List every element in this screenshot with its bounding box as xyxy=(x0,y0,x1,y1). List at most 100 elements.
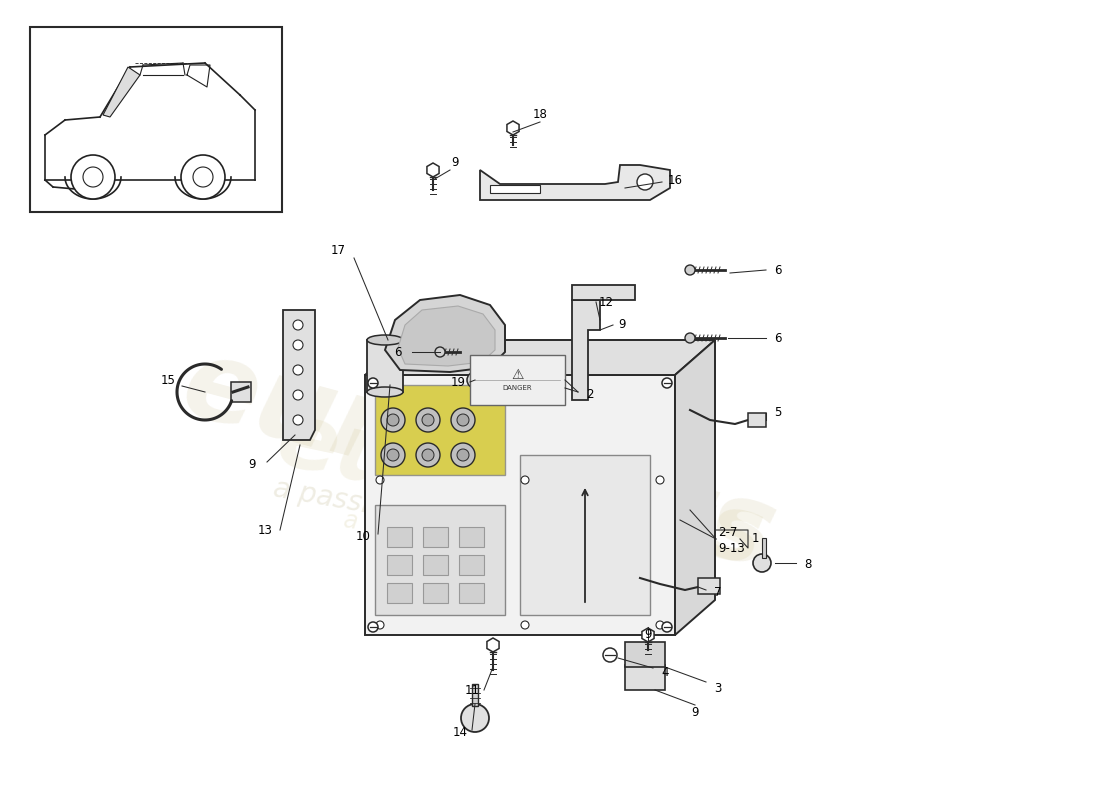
Text: 2-7: 2-7 xyxy=(718,526,737,538)
Circle shape xyxy=(461,704,490,732)
Circle shape xyxy=(656,621,664,629)
Text: ⚠: ⚠ xyxy=(512,368,524,382)
Text: 10: 10 xyxy=(355,530,371,542)
Circle shape xyxy=(192,167,213,187)
Circle shape xyxy=(416,408,440,432)
Circle shape xyxy=(422,449,435,461)
Polygon shape xyxy=(385,295,505,372)
Text: 7: 7 xyxy=(714,586,722,599)
Circle shape xyxy=(685,265,695,275)
Circle shape xyxy=(603,648,617,662)
Bar xyxy=(459,527,484,547)
Text: 6: 6 xyxy=(394,346,402,358)
Text: 18: 18 xyxy=(532,109,548,122)
Text: 19: 19 xyxy=(451,375,465,389)
Bar xyxy=(625,665,666,690)
Polygon shape xyxy=(365,340,715,375)
Polygon shape xyxy=(427,163,439,177)
Circle shape xyxy=(376,476,384,484)
Circle shape xyxy=(456,414,469,426)
Bar xyxy=(762,538,766,558)
Text: 13: 13 xyxy=(257,523,273,537)
Circle shape xyxy=(468,372,483,388)
Bar xyxy=(470,355,565,405)
Circle shape xyxy=(456,449,469,461)
Ellipse shape xyxy=(367,335,403,345)
Bar xyxy=(387,555,412,575)
Polygon shape xyxy=(572,285,635,300)
Circle shape xyxy=(637,174,653,190)
Circle shape xyxy=(434,347,446,357)
Bar xyxy=(365,375,675,635)
Text: 14: 14 xyxy=(452,726,468,738)
Text: 4: 4 xyxy=(661,666,669,678)
Circle shape xyxy=(368,622,378,632)
Bar xyxy=(698,578,720,594)
Text: 1: 1 xyxy=(752,531,759,545)
Circle shape xyxy=(422,414,435,426)
Bar xyxy=(490,185,540,193)
Bar xyxy=(375,385,505,475)
Text: 12: 12 xyxy=(598,295,614,309)
Circle shape xyxy=(293,365,303,375)
Circle shape xyxy=(387,414,399,426)
Polygon shape xyxy=(283,310,315,440)
Circle shape xyxy=(293,390,303,400)
Circle shape xyxy=(376,621,384,629)
Polygon shape xyxy=(398,306,495,366)
Bar xyxy=(367,340,403,392)
Circle shape xyxy=(451,408,475,432)
Circle shape xyxy=(293,340,303,350)
Bar xyxy=(231,382,251,402)
Text: 9: 9 xyxy=(618,318,626,331)
Text: euroParts: euroParts xyxy=(172,330,788,590)
Bar xyxy=(459,583,484,603)
Text: euroParts: euroParts xyxy=(268,395,771,585)
Polygon shape xyxy=(675,340,715,635)
Circle shape xyxy=(685,333,695,343)
Bar xyxy=(375,505,505,615)
Text: 8: 8 xyxy=(804,558,812,571)
Bar xyxy=(424,583,448,603)
Polygon shape xyxy=(507,121,519,135)
Text: 6: 6 xyxy=(774,331,782,345)
Text: 2: 2 xyxy=(586,389,594,402)
Text: 6: 6 xyxy=(774,263,782,277)
Bar xyxy=(625,642,666,667)
Circle shape xyxy=(82,167,103,187)
Text: a passion for parts since 1985: a passion for parts since 1985 xyxy=(342,508,698,582)
Circle shape xyxy=(182,155,225,199)
Bar xyxy=(30,27,282,212)
Text: a passion for parts since 1985: a passion for parts since 1985 xyxy=(271,474,689,575)
Bar xyxy=(424,527,448,547)
Text: 17: 17 xyxy=(330,243,345,257)
Polygon shape xyxy=(487,638,499,652)
Circle shape xyxy=(416,443,440,467)
Text: 9: 9 xyxy=(691,706,698,718)
Circle shape xyxy=(387,449,399,461)
Circle shape xyxy=(381,408,405,432)
Text: 9: 9 xyxy=(451,155,459,169)
Circle shape xyxy=(754,554,771,572)
Ellipse shape xyxy=(367,387,403,397)
Bar xyxy=(472,684,478,706)
Circle shape xyxy=(662,378,672,388)
Polygon shape xyxy=(642,628,654,642)
Text: 9-13: 9-13 xyxy=(718,542,745,554)
Bar xyxy=(748,413,766,427)
Circle shape xyxy=(293,415,303,425)
Circle shape xyxy=(293,320,303,330)
Circle shape xyxy=(451,443,475,467)
Polygon shape xyxy=(572,300,600,400)
Bar xyxy=(459,555,484,575)
Bar xyxy=(520,455,650,615)
Bar xyxy=(387,527,412,547)
Polygon shape xyxy=(480,165,670,200)
Text: 16: 16 xyxy=(668,174,682,186)
Circle shape xyxy=(368,378,378,388)
Circle shape xyxy=(656,476,664,484)
Polygon shape xyxy=(103,67,140,117)
Text: 11: 11 xyxy=(464,683,480,697)
Circle shape xyxy=(662,622,672,632)
Text: 9: 9 xyxy=(249,458,255,471)
